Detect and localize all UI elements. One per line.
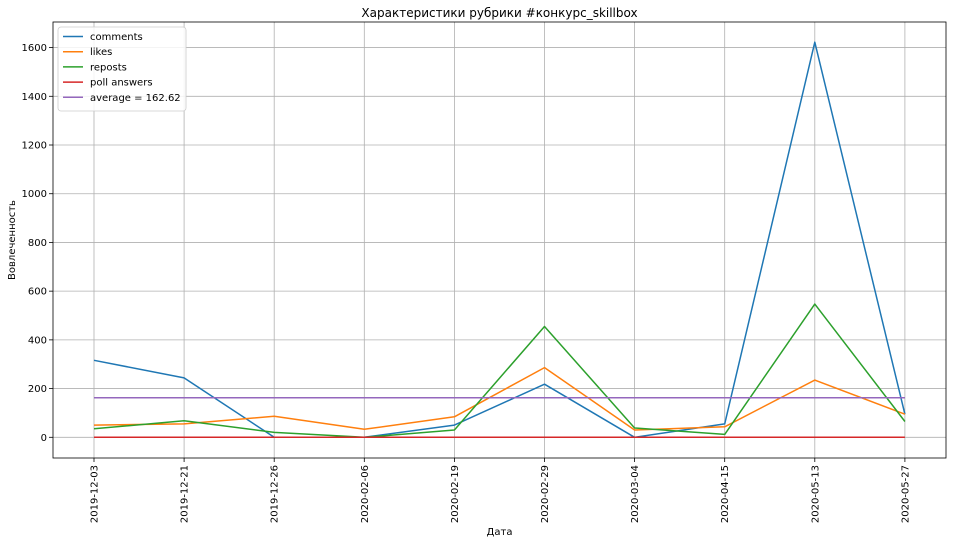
x-tick-label: 2020-03-04 [630, 465, 641, 523]
series-lines [93, 41, 906, 439]
y-tick-label: 1400 [22, 92, 47, 103]
x-tick-label: 2020-02-29 [540, 465, 551, 523]
y-axis-title: Вовлеченность [7, 200, 18, 280]
series-line-likes [93, 366, 906, 431]
series-line-reposts [93, 303, 906, 439]
x-tick-label: 2020-04-15 [720, 465, 731, 523]
y-tick-label: 1200 [22, 141, 47, 152]
y-tick-label: 1600 [22, 43, 47, 54]
x-tick-label: 2019-12-21 [180, 465, 191, 523]
legend-label: reposts [90, 62, 127, 73]
y-tick-label: 1000 [22, 189, 47, 200]
x-tick-label: 2020-05-27 [900, 465, 911, 523]
legend-label: average = 162.62 [90, 93, 181, 104]
y-tick-label: 800 [28, 238, 47, 249]
y-tick-label: 0 [41, 433, 47, 444]
y-tick-label: 400 [28, 335, 47, 346]
x-tick-label: 2020-02-19 [450, 465, 461, 523]
y-tick-label: 600 [28, 287, 47, 298]
series-line-comments [93, 41, 906, 439]
x-tick-label: 2020-02-06 [360, 465, 371, 523]
legend-label: poll answers [90, 78, 153, 89]
plot-frame [52, 21, 947, 459]
x-tick-label: 2020-05-13 [810, 465, 821, 523]
x-tick-label: 2019-12-26 [270, 465, 281, 523]
y-tick-label: 200 [28, 384, 47, 395]
legend-label: comments [90, 32, 143, 43]
x-tick-label: 2019-12-03 [90, 465, 101, 523]
legend-box [57, 26, 187, 112]
x-axis-title: Дата [487, 527, 513, 538]
legend: comments likes reposts poll answers average … [57, 26, 187, 112]
chart-title: Характеристики рубрики #конкурс_skillbox [361, 6, 637, 20]
legend-label: likes [90, 47, 112, 58]
axis-ticks: 2019-12-03 2019-12-21 2019-12-26 2020-02-06… [22, 43, 912, 523]
